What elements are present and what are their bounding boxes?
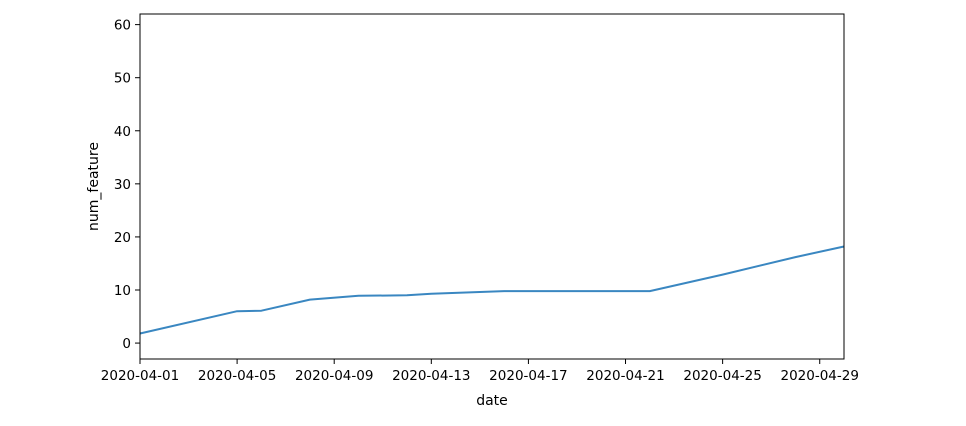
plot-frame	[139, 13, 845, 360]
y-tick-label: 0	[122, 336, 131, 352]
y-tick-label: 20	[114, 230, 131, 246]
y-tick-label: 50	[114, 71, 131, 87]
y-axis-label: num_feature	[86, 142, 102, 231]
x-tick-label: 2020-04-01	[101, 368, 179, 384]
y-tick-label: 60	[114, 18, 131, 34]
x-tick-label: 2020-04-13	[392, 368, 470, 384]
y-tick-label: 40	[114, 124, 131, 140]
series-line-0	[139, 245, 845, 335]
plot-lines	[139, 245, 845, 335]
x-tick-label: 2020-04-17	[489, 368, 567, 384]
y-tick-label: 10	[114, 283, 131, 299]
x-tick-label: 2020-04-29	[780, 368, 858, 384]
x-axis: 2020-04-01 2020-04-05 2020-04-09 2020-04-13…	[101, 359, 859, 384]
x-tick-label: 2020-04-25	[683, 368, 761, 384]
y-axis: 0 10 20 30 40 50 60	[114, 18, 140, 352]
y-tick-label: 30	[114, 177, 131, 193]
x-tick-label: 2020-04-09	[295, 368, 373, 384]
x-tick-label: 2020-04-05	[198, 368, 276, 384]
x-axis-label: date	[476, 393, 508, 409]
x-tick-label: 2020-04-21	[586, 368, 664, 384]
